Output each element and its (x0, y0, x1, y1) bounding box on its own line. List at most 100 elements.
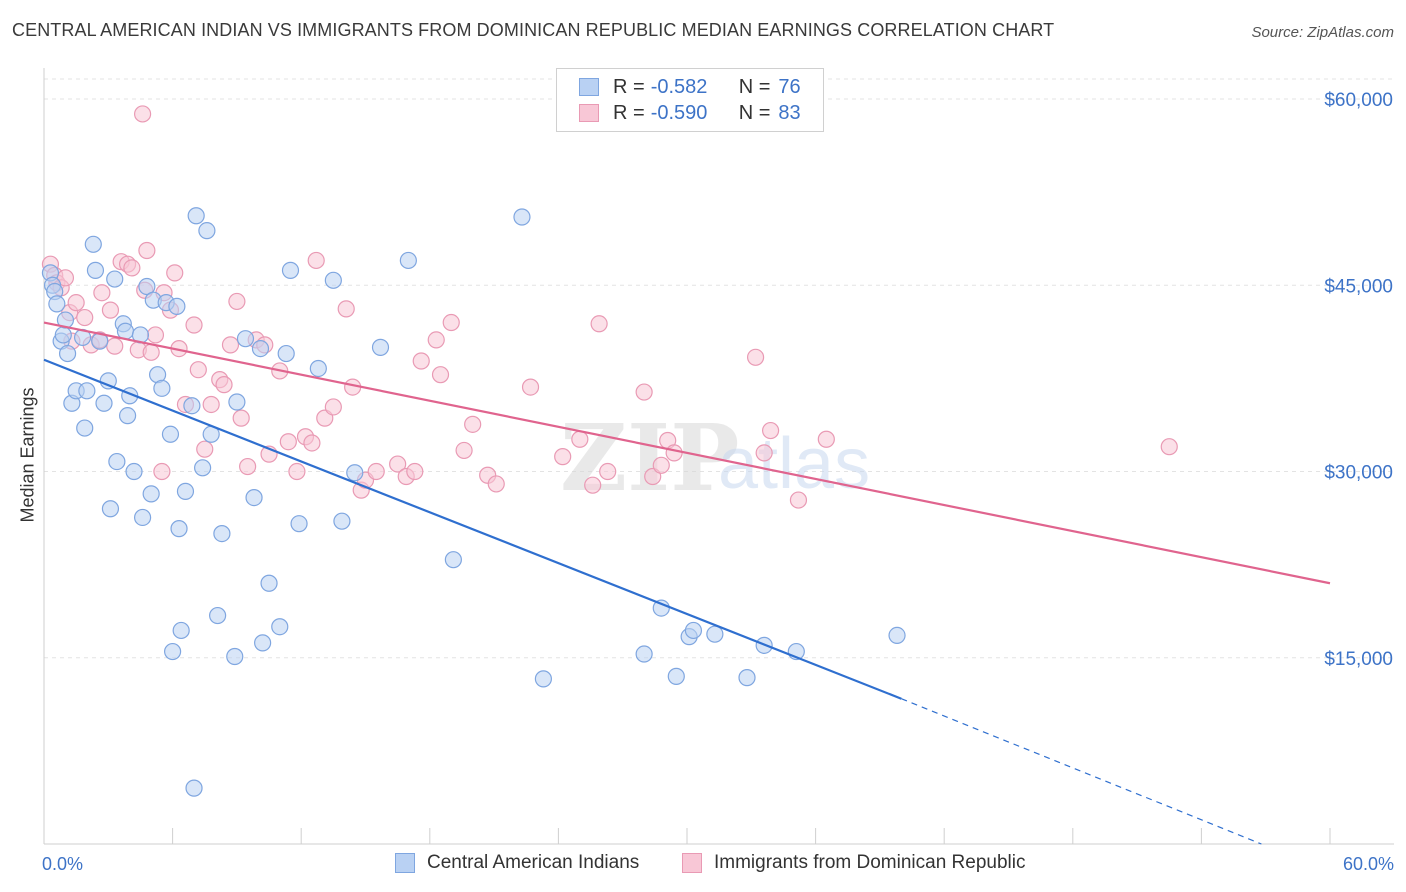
dominican-point-76 (761, 421, 780, 440)
dominican-point-33 (221, 336, 240, 354)
dominican-point-65 (571, 430, 589, 448)
legend-swatch-blue (579, 78, 599, 96)
central-american-point-56 (333, 512, 351, 530)
dominican-point-30 (202, 395, 220, 414)
dominican-point-79 (1160, 438, 1178, 456)
central-american-point-59 (399, 251, 417, 270)
dominican-point-64 (554, 448, 572, 466)
legend-n-value: 76 (778, 75, 801, 98)
dominican-point-77 (789, 491, 808, 509)
legend-r-value: -0.582 (650, 75, 708, 98)
dominican-point-67 (590, 315, 608, 333)
central-american-point-53 (290, 515, 308, 533)
trend-line-central-american (43, 358, 902, 700)
y-tick-label-0: $15,000 (1324, 649, 1393, 670)
central-american-point-75 (185, 779, 203, 797)
dominican-point-16 (123, 259, 141, 277)
dominican-point-63 (521, 378, 540, 396)
dominican-point-36 (239, 457, 257, 476)
central-american-point-68 (706, 625, 724, 643)
central-american-point-45 (228, 393, 246, 411)
bottom-legend-series2: Immigrants from Dominican Republic (682, 852, 1026, 874)
dominican-point-54 (406, 462, 424, 481)
central-american-point-39 (187, 207, 205, 225)
central-american-point-72 (888, 626, 906, 645)
dominican-point-56 (427, 331, 445, 349)
central-american-point-38 (183, 397, 201, 415)
central-american-point-43 (209, 606, 227, 625)
y-tick-label-2: $45,000 (1324, 276, 1393, 297)
central-american-point-73 (172, 621, 190, 640)
central-american-point-37 (176, 482, 195, 500)
central-american-point-57 (346, 464, 364, 482)
central-american-point-58 (371, 338, 390, 356)
central-american-point-76 (164, 642, 182, 661)
central-american-point-5 (54, 326, 72, 344)
central-american-point-50 (271, 618, 289, 636)
dominican-point-42 (288, 462, 306, 481)
central-american-point-35 (168, 297, 186, 315)
x-tick-left: 0.0% (42, 854, 83, 874)
legend-n-label: N = (738, 75, 771, 98)
dominican-point-60 (464, 415, 482, 433)
chart-title: CENTRAL AMERICAN INDIAN VS IMMIGRANTS FR… (12, 20, 1055, 40)
dominican-point-21 (146, 326, 165, 344)
dominican-point-81 (307, 251, 325, 270)
dominican-point-44 (303, 434, 321, 452)
bottom-legend-series1: Central American Indians (395, 852, 639, 874)
y-tick-label-1: $30,000 (1324, 463, 1393, 484)
central-american-point-46 (236, 330, 255, 348)
legend-r-label: R = (613, 75, 645, 98)
dominican-point-55 (412, 352, 430, 370)
central-american-point-77 (254, 634, 272, 652)
dominican-point-7 (67, 294, 85, 312)
central-american-point-67 (684, 621, 703, 640)
central-american-point-41 (198, 222, 216, 240)
central-american-point-65 (667, 667, 685, 685)
dominican-point-58 (442, 313, 460, 332)
legend-swatch-pink (579, 104, 599, 122)
dominican-point-71 (652, 456, 670, 474)
central-american-point-47 (245, 488, 263, 507)
dominican-point-28 (189, 361, 207, 379)
central-american-point-52 (281, 261, 300, 279)
x-tick-right: 60.0% (1343, 854, 1394, 874)
dominican-point-69 (635, 383, 653, 401)
bottom-legend-swatch-blue (395, 853, 415, 873)
dominican-point-80 (133, 105, 152, 123)
central-american-point-60 (444, 551, 462, 569)
dominican-point-57 (431, 366, 450, 384)
central-american-point-63 (635, 645, 653, 663)
axes (43, 68, 1394, 845)
central-american-point-40 (194, 459, 212, 477)
central-american-point-32 (153, 379, 171, 397)
central-american-point-36 (170, 520, 188, 538)
central-american-point-13 (84, 235, 102, 253)
dominican-point-13 (106, 337, 124, 355)
legend-r-label: R = (613, 101, 645, 124)
dominican-point-62 (487, 475, 505, 493)
dominican-point-11 (93, 284, 111, 302)
dominican-point-46 (324, 398, 342, 416)
source-credit: Source: ZipAtlas.com (1251, 24, 1394, 41)
grid-lines (44, 78, 1394, 659)
y-axis-label: Median Earnings (17, 387, 38, 523)
central-american-point-14 (86, 261, 105, 279)
central-american-point-12 (78, 382, 96, 400)
dominican-point-19 (138, 241, 156, 260)
central-american-point-48 (251, 340, 270, 358)
central-american-point-3 (48, 295, 66, 313)
legend-r-value: -0.590 (650, 101, 708, 124)
central-american-point-7 (58, 344, 77, 363)
series-central-american-points (41, 207, 906, 797)
dominican-point-66 (584, 476, 602, 494)
central-american-point-34 (161, 425, 180, 443)
central-american-point-51 (277, 344, 295, 363)
central-american-point-69 (738, 669, 756, 687)
trend-lines (43, 321, 1331, 845)
legend-row-series2: R = -0.590 N = 83 (579, 101, 801, 125)
legend-n-value: 83 (778, 101, 801, 124)
legend-n-label: N = (738, 101, 771, 124)
dominican-point-82 (153, 462, 171, 481)
stats-legend: R = -0.582 N = 76 R = -0.590 N = 83 (556, 68, 824, 132)
